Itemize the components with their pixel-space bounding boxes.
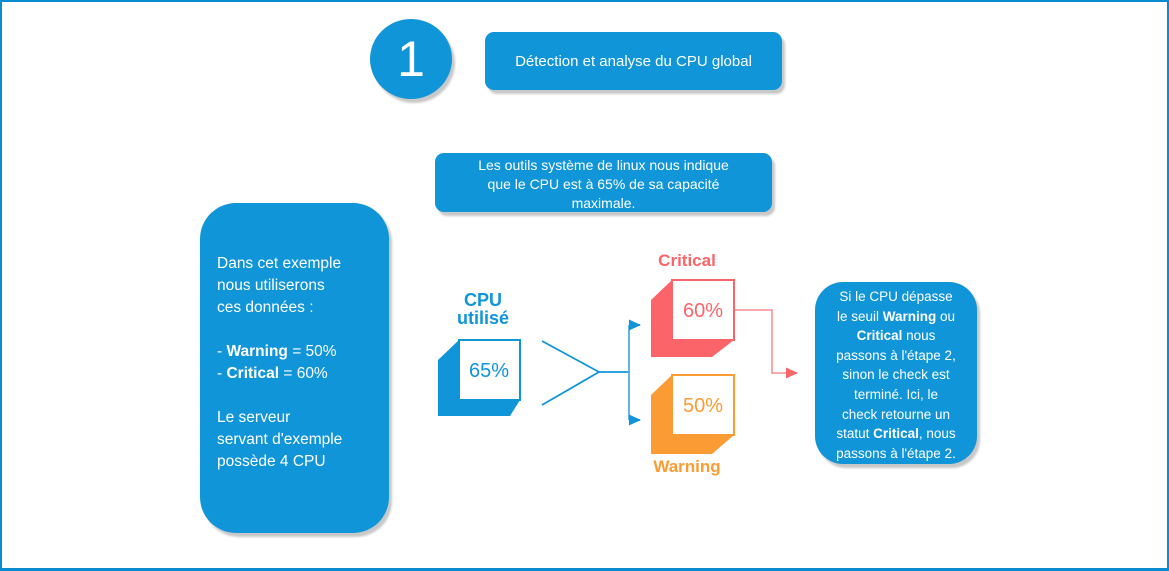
chevron-merge-lines	[541, 340, 600, 406]
warning-shape: 50%	[651, 374, 735, 454]
step-number-circle: 1	[370, 19, 452, 99]
step-title: Détection et analyse du CPU global	[515, 52, 752, 70]
cpu-used-shape: 65%	[438, 339, 521, 416]
warning-value: 50%	[683, 395, 723, 417]
cpu-value: 65%	[469, 360, 509, 382]
result-explanation-box: Si le CPU dépasse le seuil Warning ou Crit…	[815, 282, 977, 464]
cpu-shape-face	[458, 339, 521, 401]
branch-connector	[541, 319, 641, 426]
cpu-info-box: Les outils système de linux nous indique…	[435, 153, 772, 212]
critical-shape: 60%	[651, 279, 735, 357]
example-data-text: Dans cet exemple nous utiliserons ces donn…	[217, 255, 343, 470]
critical-label: Critical	[658, 251, 716, 270]
critical-shape-face	[671, 279, 735, 341]
critical-value: 60%	[683, 300, 723, 322]
step-title-box: Détection et analyse du CPU global	[485, 32, 782, 90]
warning-label: Warning	[653, 457, 721, 476]
cpu-used-label: CPU utilisé	[456, 290, 509, 328]
step-number: 1	[397, 31, 425, 87]
result-explanation-text: Si le CPU dépasse le seuil Warning ou Crit…	[836, 289, 956, 461]
example-data-box: Dans cet exemple nous utiliserons ces donn…	[200, 203, 389, 533]
cpu-info-text: Les outils système de linux nous indique…	[478, 157, 729, 211]
warning-shape-face	[671, 374, 735, 436]
critical-to-result-arrow	[735, 309, 798, 379]
